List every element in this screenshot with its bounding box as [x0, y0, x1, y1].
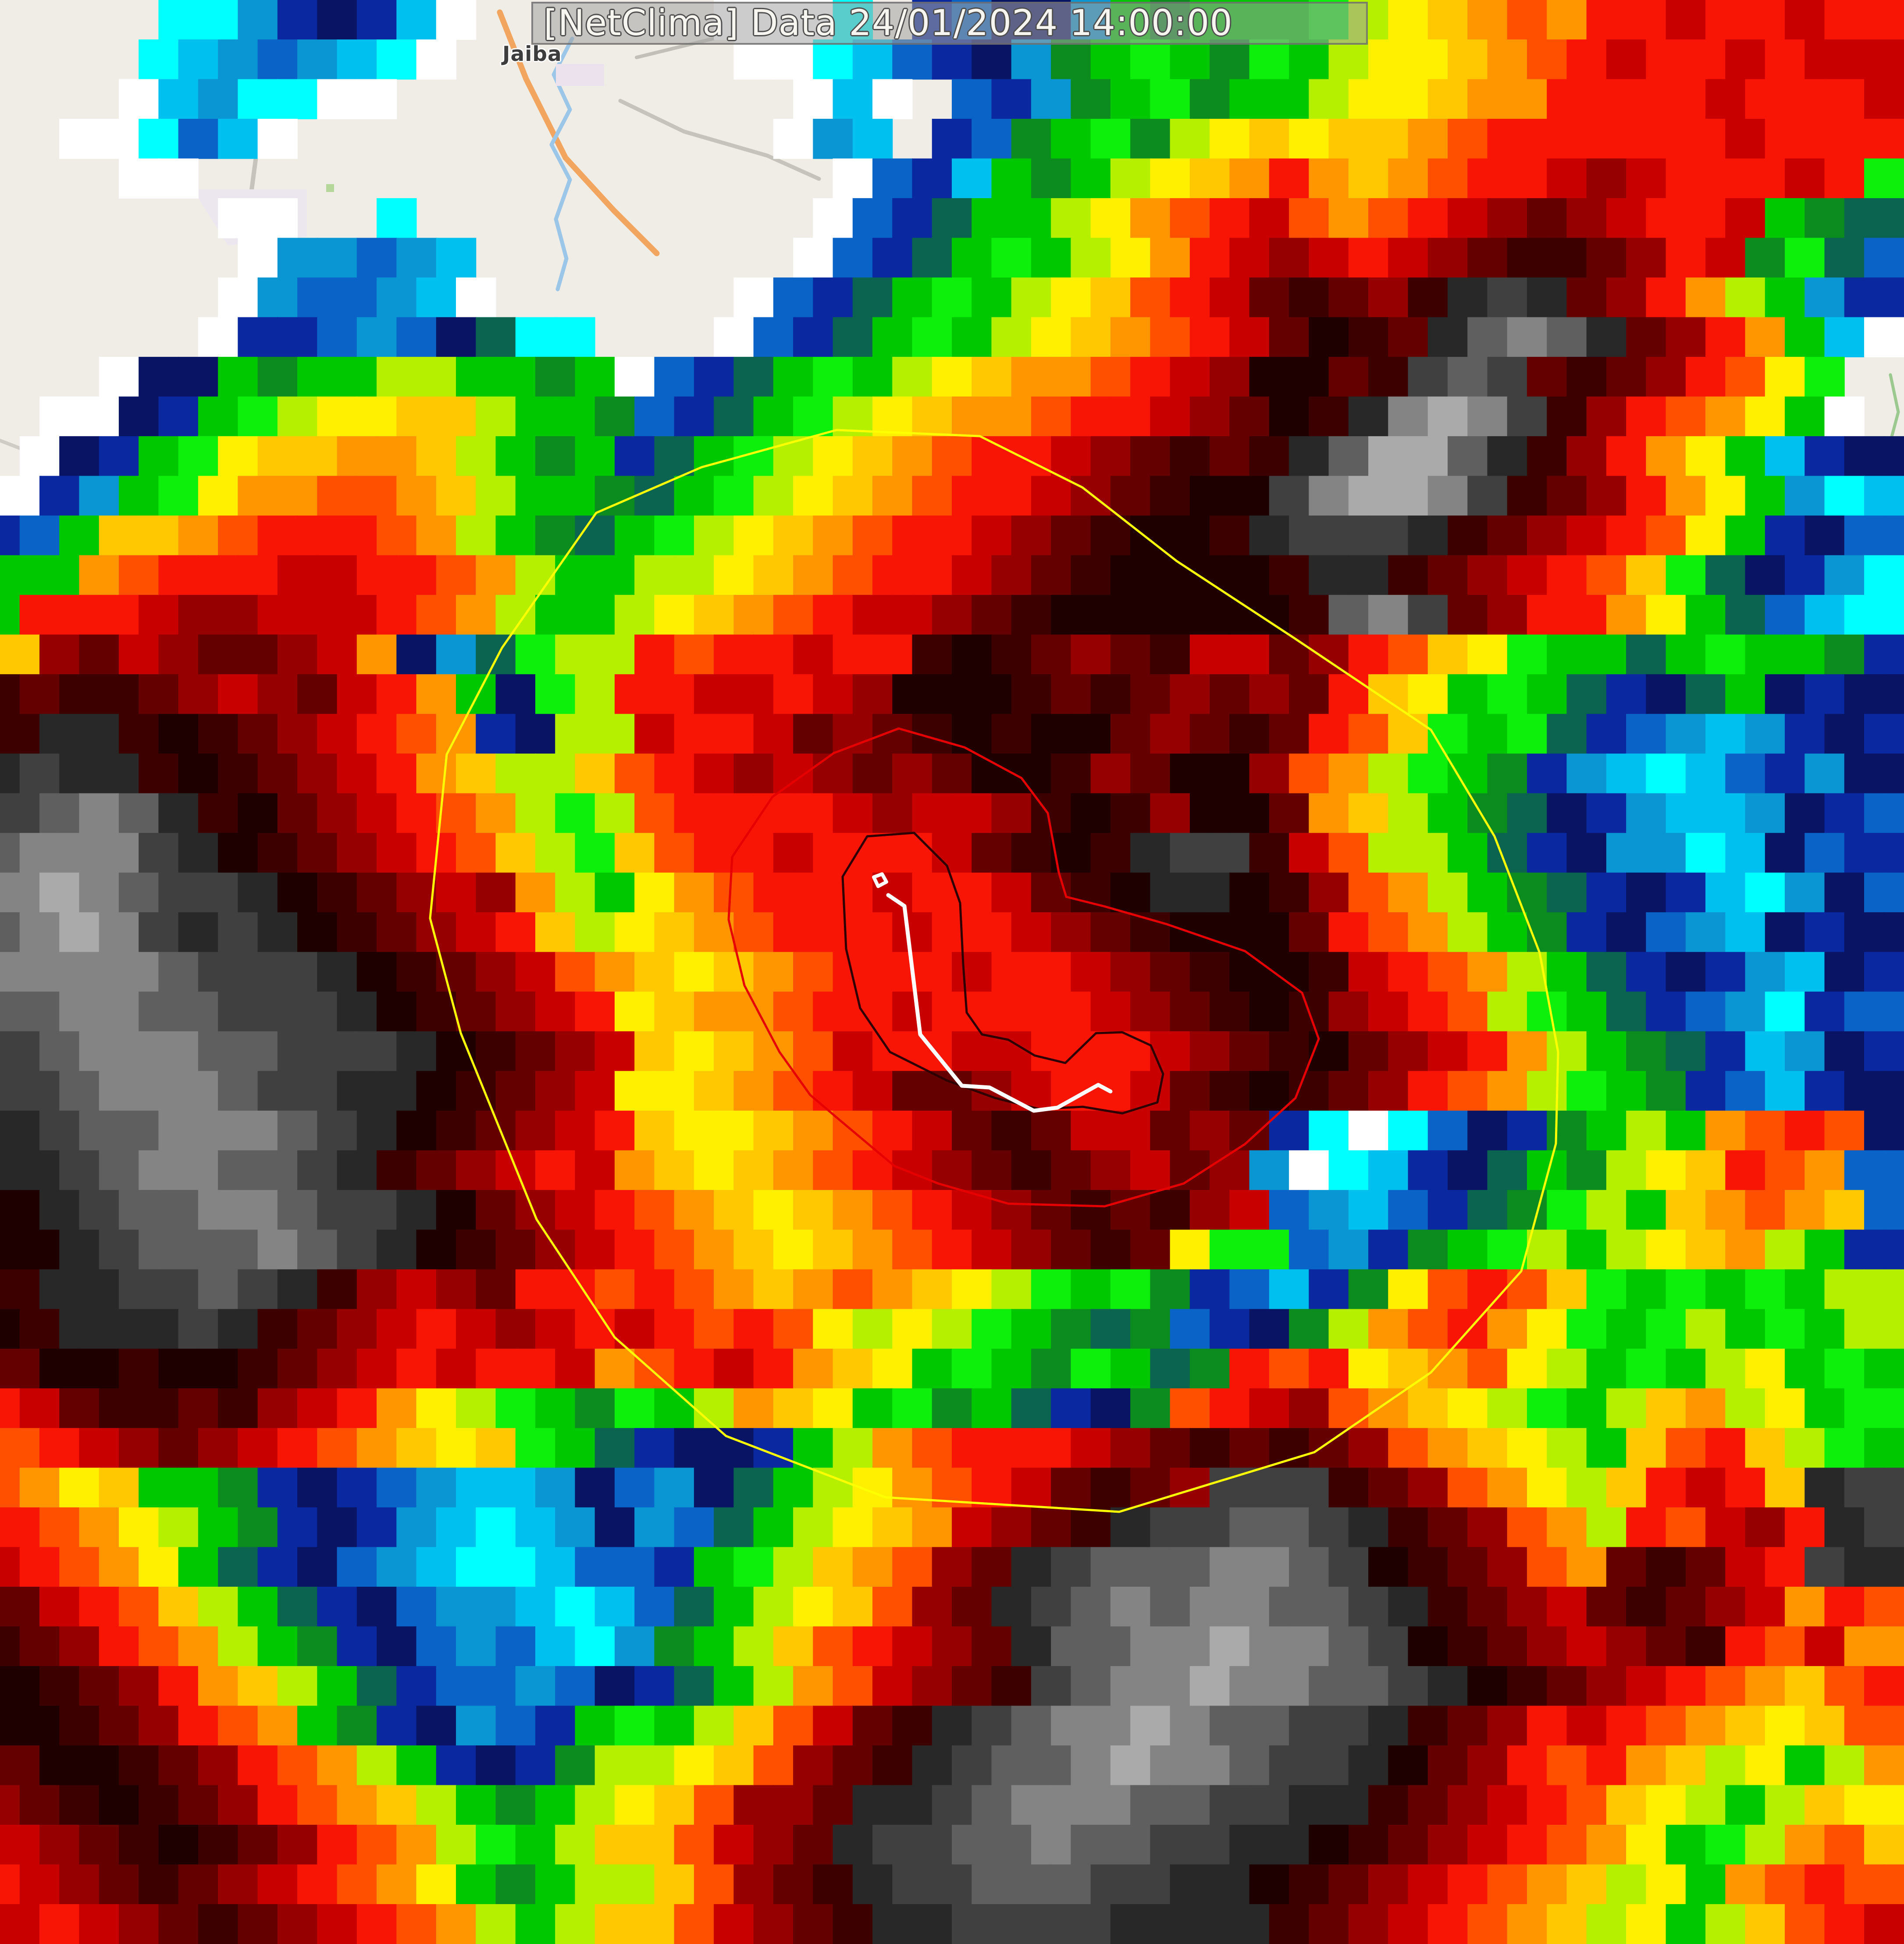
range-ring: [429, 429, 1559, 1513]
storm-track: [886, 893, 1113, 1113]
storm-contour: [727, 727, 1320, 1208]
track-start-marker: [872, 872, 888, 888]
timestamp-overlay: [NetClima] Data 24/01/2024 14:00:00: [531, 2, 1368, 45]
timestamp-text: [NetClima] Data 24/01/2024 14:00:00: [544, 3, 1233, 44]
inner-contour: [841, 832, 1164, 1115]
